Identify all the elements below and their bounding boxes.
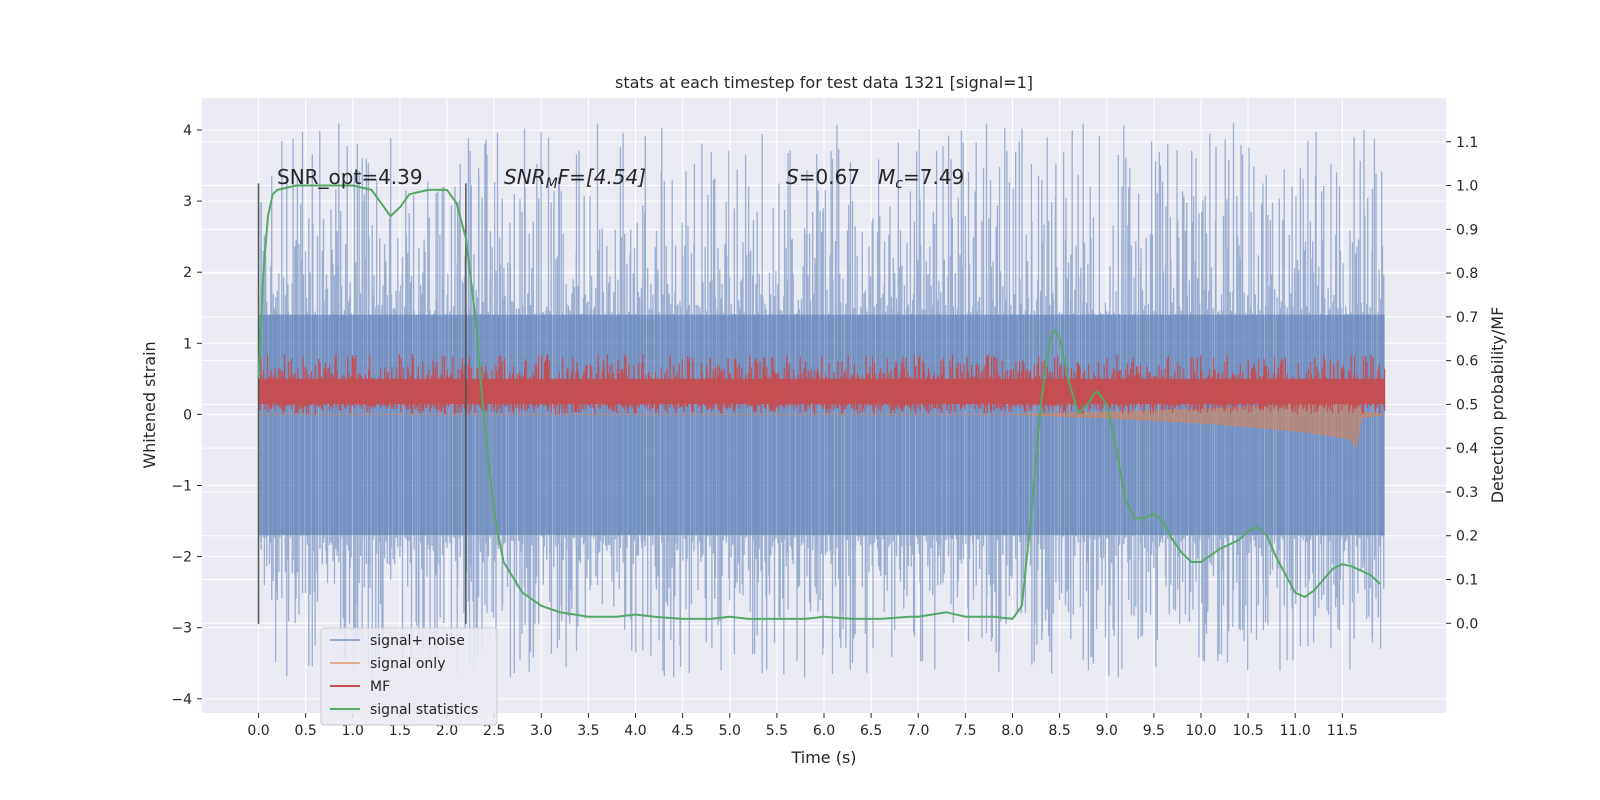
vertical-markers (257, 183, 467, 625)
y-left-tick-label: −2 (171, 550, 192, 566)
annotation-snr-mf: SNRMF=[4.54] (504, 165, 646, 192)
y-left-tick-label: −4 (171, 692, 192, 708)
x-tick-label: 4.0 (624, 723, 646, 739)
signal-statistics-line (257, 184, 1381, 620)
y-left-tick-label: 4 (183, 123, 192, 139)
legend-label-signal-noise: signal+ noise (370, 633, 465, 649)
mc-sub: c (895, 176, 903, 192)
y-left-tick-label: 3 (183, 194, 192, 210)
x-tick-label: 7.5 (954, 723, 976, 739)
x-tick-label: 4.5 (672, 723, 694, 739)
s-val: =0.67 (799, 165, 860, 189)
y-right-tick-label: 0.6 (1456, 354, 1478, 370)
x-tick-label: 2.0 (436, 723, 458, 739)
x-tick-label: 10.5 (1233, 723, 1264, 739)
x-axis-label: Time (s) (790, 748, 856, 767)
x-tick-label: 6.0 (813, 723, 835, 739)
x-tick-label: 3.0 (530, 723, 552, 739)
legend-box (320, 627, 498, 726)
y-right-tick-label: 0.8 (1456, 266, 1478, 282)
x-tick-label: 5.0 (719, 723, 741, 739)
y-left-axis-label: Whitened strain (140, 341, 159, 468)
y-right-tick-label: 0.2 (1456, 529, 1478, 545)
annotation-snr-opt: SNR_opt=4.39 (277, 165, 423, 189)
legend-label-mf: MF (370, 679, 390, 695)
x-tick-label: 1.5 (389, 723, 411, 739)
legend: signal+ noise signal only MF signal stat… (320, 627, 498, 726)
y-left-tick-label: −3 (171, 621, 192, 637)
x-tick-label: 0.5 (295, 723, 317, 739)
x-tick-label: 10.0 (1185, 723, 1216, 739)
x-tick-label: 1.0 (342, 723, 364, 739)
x-tick-label: 11.5 (1327, 723, 1358, 739)
y-left-tick-label: 0 (183, 407, 192, 423)
y-left-tick-label: 1 (183, 336, 192, 352)
mc-var: M (878, 165, 895, 189)
s-var: S (786, 165, 799, 189)
series-signal-statistics (257, 184, 1381, 620)
y-right-tick-label: 0.5 (1456, 397, 1478, 413)
series-signal-noise (257, 123, 1385, 678)
x-tick-label: 8.0 (1001, 723, 1023, 739)
y-left-tick-label: −1 (171, 478, 192, 494)
snr-mf-base: SNR (504, 165, 546, 189)
y-right-tick-label: 0.4 (1456, 441, 1478, 457)
x-tick-label: 2.5 (483, 723, 505, 739)
y-right-tick-label: 1.0 (1456, 179, 1478, 195)
x-tick-label: 6.5 (860, 723, 882, 739)
y-right-tick-label: 0.0 (1456, 616, 1478, 632)
mc-val: =7.49 (903, 165, 964, 189)
y-right-tick-label: 0.1 (1456, 572, 1478, 588)
snr-mf-sub: M (546, 176, 558, 192)
x-tick-label: 0.0 (247, 723, 269, 739)
legend-label-signal-only: signal only (370, 656, 445, 672)
x-tick-label: 11.0 (1280, 723, 1311, 739)
y-left-tick-label: 2 (183, 265, 192, 281)
chart-title: stats at each timestep for test data 132… (615, 73, 1033, 92)
y-right-tick-label: 0.9 (1456, 222, 1478, 238)
y-right-tick-label: 0.7 (1456, 310, 1478, 326)
x-tick-label: 9.5 (1143, 723, 1165, 739)
y-left-axis-ticks: −4 −3 −2 −1 0 1 2 3 4 (171, 123, 202, 708)
y-right-axis-ticks: 0.0 0.1 0.2 0.3 0.4 0.5 0.6 0.7 0.8 0.9 1.0 1.1 (1446, 135, 1478, 632)
x-tick-label: 3.5 (577, 723, 599, 739)
snr-mf-tail: F=[4.54] (558, 165, 646, 189)
y-right-axis-label: Detection probability/MF (1488, 307, 1507, 504)
y-right-tick-label: 1.1 (1456, 135, 1478, 151)
signal-only-envelope (258, 395, 1385, 448)
x-tick-label: 5.5 (766, 723, 788, 739)
annotation-s-mc: S=0.67 Mc=7.49 (786, 165, 964, 192)
series-mf (258, 354, 1386, 415)
y-right-tick-label: 0.3 (1456, 485, 1478, 501)
plot-area (257, 123, 1386, 678)
x-tick-label: 8.5 (1048, 723, 1070, 739)
x-tick-label: 9.0 (1096, 723, 1118, 739)
series-signal-only (258, 395, 1385, 448)
x-tick-label: 7.0 (907, 723, 929, 739)
legend-label-signal-statistics: signal statistics (370, 702, 478, 718)
x-axis-ticks: 0.0 0.5 1.0 1.5 2.0 2.5 3.0 3.5 4.0 4.5 5.0 5.5 6.0 6… (247, 713, 1358, 739)
